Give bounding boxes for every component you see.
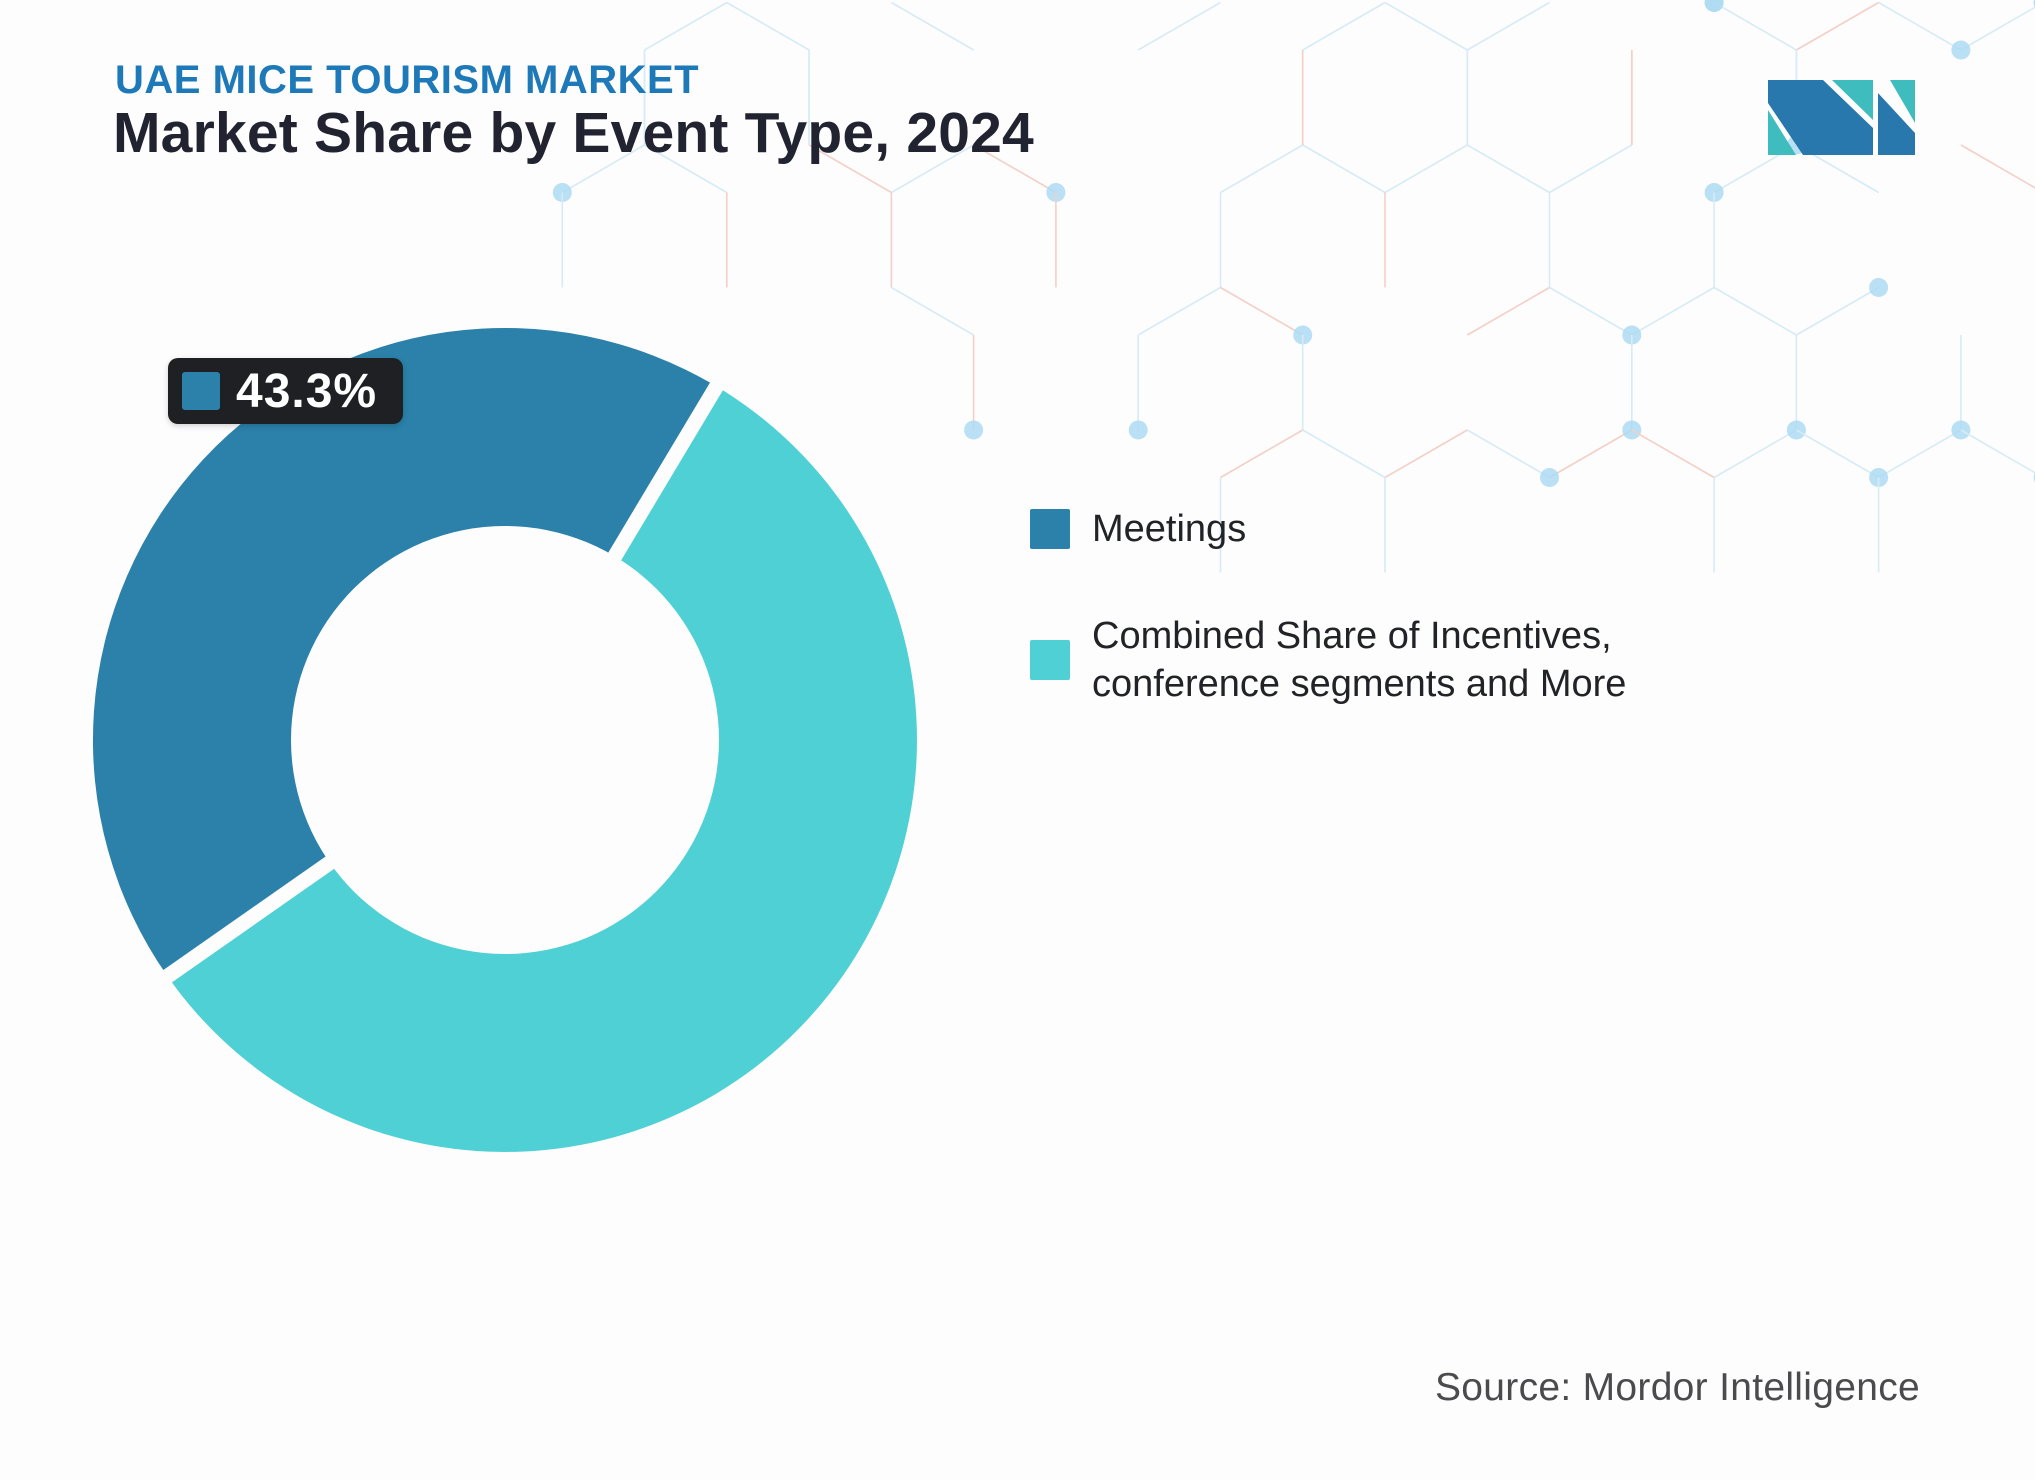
legend-item-meetings[interactable]: Meetings — [1030, 505, 1672, 554]
donut-hole — [291, 526, 719, 954]
logo-shape-teal-right — [1890, 80, 1915, 123]
legend-label: Combined Share of Incentives, conference… — [1092, 614, 1627, 706]
legend-label: Meetings — [1092, 508, 1247, 550]
legend-item-combined-share-of-incentives-con[interactable]: Combined Share of Incentives, conference… — [1030, 612, 1672, 709]
page-title: Market Share by Event Type, 2024 — [113, 101, 1034, 165]
mordor-intelligence-logo — [1768, 80, 1915, 155]
donut-chart — [92, 327, 917, 1152]
logo-shape-blue-right — [1878, 93, 1915, 155]
slice-gap — [141, 839, 358, 998]
data-label-value: 43.3% — [236, 364, 378, 418]
data-label-callout: 43.3% — [168, 358, 404, 424]
logo-shape-teal-top-right — [1832, 80, 1873, 120]
legend-swatch-meetings — [1030, 509, 1070, 550]
legend-swatch-combined-share-of-incentives-con — [1030, 640, 1070, 681]
logo-shape-blue-band — [1768, 80, 1873, 155]
source-attribution: Source: Mordor Intelligence — [1434, 1366, 1920, 1409]
logo-shape-teal-bottom-left — [1768, 110, 1796, 155]
slice-gap — [593, 360, 737, 586]
meetings-swatch — [182, 372, 220, 410]
report-title: UAE MICE TOURISM MARKET — [115, 58, 700, 102]
chart-legend: Meetings Combined Share of Incentives, co… — [1030, 505, 1672, 709]
